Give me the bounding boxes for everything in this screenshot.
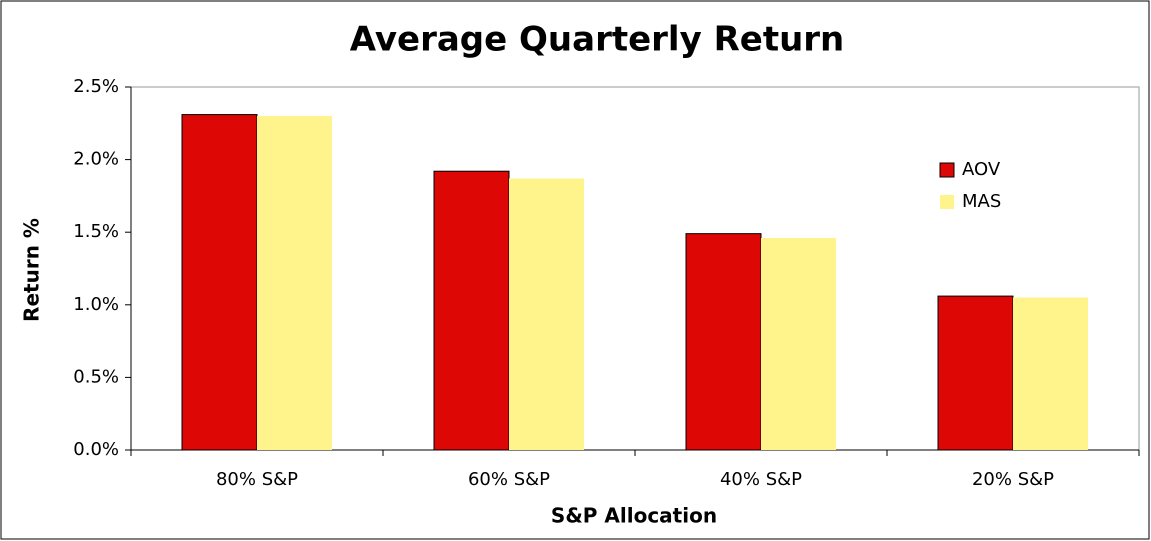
y-tick-label: 1.0%	[73, 294, 119, 315]
x-axis-label: S&P Allocation	[551, 504, 717, 528]
bar	[1013, 297, 1088, 450]
x-tick-label: 20% S&P	[972, 469, 1054, 490]
bar	[937, 295, 1014, 451]
y-tick-label: 2.0%	[73, 149, 119, 170]
chart-title: Average Quarterly Return	[350, 20, 845, 60]
bar	[509, 178, 584, 450]
bar	[761, 238, 836, 450]
y-tick-label: 0.5%	[73, 366, 119, 387]
bar	[257, 116, 332, 450]
bar	[433, 170, 510, 451]
legend-label: AOV	[962, 159, 1001, 180]
x-tick-label: 60% S&P	[468, 469, 550, 490]
y-tick-label: 1.5%	[73, 221, 119, 242]
bar	[181, 114, 258, 451]
x-tick-label: 80% S&P	[216, 469, 298, 490]
legend-label: MAS	[962, 191, 1001, 212]
legend-swatch	[939, 162, 955, 178]
y-axis-label: Return %	[20, 218, 44, 322]
y-tick-label: 2.5%	[73, 76, 119, 97]
bar	[685, 233, 762, 451]
y-tick-label: 0.0%	[73, 439, 119, 460]
x-tick-label: 40% S&P	[720, 469, 802, 490]
legend-swatch	[940, 195, 954, 209]
